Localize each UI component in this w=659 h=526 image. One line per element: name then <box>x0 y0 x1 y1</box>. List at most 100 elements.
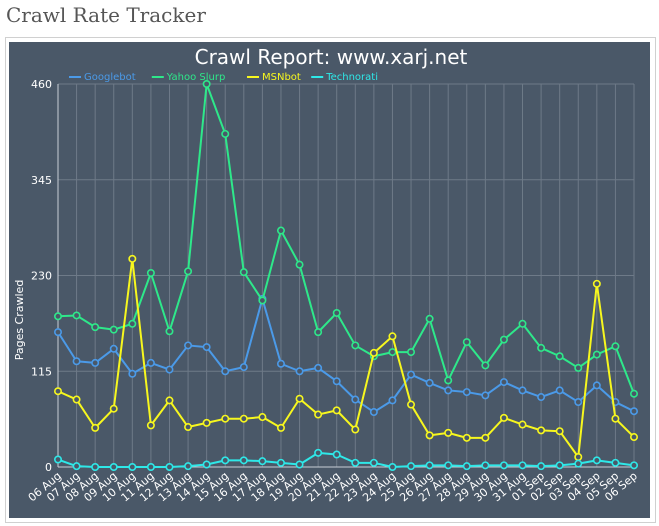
data-point-yahoo-slurp <box>146 269 155 278</box>
data-point-googlebot <box>499 378 508 387</box>
data-point-technorati <box>537 462 546 471</box>
data-point-technorati <box>425 461 434 470</box>
data-point-technorati <box>388 462 397 471</box>
data-point-technorati <box>574 459 583 468</box>
data-point-yahoo-slurp <box>91 323 100 332</box>
data-point-msnbot <box>462 433 471 442</box>
data-point-googlebot <box>239 363 248 372</box>
data-point-yahoo-slurp <box>276 226 285 235</box>
data-point-googlebot <box>462 388 471 397</box>
legend-label-technorati: Technorati <box>325 72 378 83</box>
chart-title: Crawl Report: www.xarj.net <box>195 45 468 69</box>
data-point-googlebot <box>388 396 397 405</box>
data-point-technorati <box>295 460 304 469</box>
data-point-technorati <box>276 458 285 467</box>
data-point-yahoo-slurp <box>221 129 230 138</box>
data-point-yahoo-slurp <box>295 260 304 269</box>
data-point-yahoo-slurp <box>351 341 360 350</box>
series-googlebot <box>53 294 638 417</box>
data-point-technorati <box>314 448 323 457</box>
data-point-msnbot <box>537 426 546 435</box>
data-point-yahoo-slurp <box>184 267 193 276</box>
y-tick-label: 115 <box>31 365 52 378</box>
legend: Googlebot Yahoo Slurp MSNbot Technorati <box>69 72 378 83</box>
data-point-msnbot <box>109 404 118 413</box>
data-point-yahoo-slurp <box>462 338 471 347</box>
data-point-technorati <box>91 462 100 471</box>
data-point-yahoo-slurp <box>258 296 267 305</box>
data-point-googlebot <box>369 408 378 417</box>
data-point-googlebot <box>332 377 341 386</box>
data-point-technorati <box>629 461 638 470</box>
data-point-yahoo-slurp <box>109 325 118 334</box>
y-tick-label: 230 <box>31 270 52 283</box>
data-point-technorati <box>499 461 508 470</box>
data-point-yahoo-slurp <box>425 314 434 323</box>
data-point-googlebot <box>72 357 81 366</box>
data-point-technorati <box>72 462 81 471</box>
data-point-msnbot <box>165 396 174 405</box>
data-point-technorati <box>555 461 564 470</box>
data-point-technorati <box>109 462 118 471</box>
data-point-technorati <box>202 460 211 469</box>
series-msnbot <box>53 254 638 462</box>
data-point-technorati <box>369 458 378 467</box>
data-point-googlebot <box>537 393 546 402</box>
data-point-msnbot <box>444 428 453 437</box>
data-point-yahoo-slurp <box>481 361 490 370</box>
data-point-msnbot <box>611 414 620 423</box>
data-point-msnbot <box>592 279 601 288</box>
data-point-googlebot <box>629 407 638 416</box>
data-point-msnbot <box>332 406 341 415</box>
data-point-msnbot <box>388 332 397 341</box>
data-point-msnbot <box>91 423 100 432</box>
data-point-msnbot <box>481 433 490 442</box>
data-point-technorati <box>184 462 193 471</box>
data-point-yahoo-slurp <box>53 312 62 321</box>
data-point-msnbot <box>499 413 508 422</box>
data-point-technorati <box>146 462 155 471</box>
data-point-msnbot <box>184 423 193 432</box>
data-point-msnbot <box>518 420 527 429</box>
data-point-yahoo-slurp <box>611 342 620 351</box>
data-point-yahoo-slurp <box>499 335 508 344</box>
data-point-msnbot <box>369 348 378 357</box>
data-point-yahoo-slurp <box>629 389 638 398</box>
data-point-msnbot <box>72 395 81 404</box>
data-point-technorati <box>444 461 453 470</box>
data-point-googlebot <box>184 341 193 350</box>
data-point-googlebot <box>109 344 118 353</box>
data-point-googlebot <box>555 386 564 395</box>
series-line-yahoo-slurp <box>57 83 635 395</box>
series-layer <box>53 79 638 471</box>
data-point-technorati <box>165 462 174 471</box>
data-point-technorati <box>518 461 527 470</box>
data-point-msnbot <box>202 418 211 427</box>
data-point-yahoo-slurp <box>388 348 397 357</box>
data-point-yahoo-slurp <box>574 363 583 372</box>
data-point-technorati <box>351 458 360 467</box>
chart-background <box>9 42 650 518</box>
y-axis-label: Pages Crawled <box>13 280 26 361</box>
series-technorati <box>53 448 638 471</box>
data-point-yahoo-slurp <box>518 319 527 328</box>
data-point-technorati <box>592 456 601 465</box>
data-point-technorati <box>462 462 471 471</box>
data-point-technorati <box>128 462 137 471</box>
data-point-msnbot <box>295 394 304 403</box>
data-point-googlebot <box>444 386 453 395</box>
data-point-googlebot <box>53 328 62 337</box>
data-point-technorati <box>53 455 62 464</box>
data-point-msnbot <box>351 425 360 434</box>
data-point-googlebot <box>407 370 416 379</box>
data-point-msnbot <box>629 433 638 442</box>
data-point-yahoo-slurp <box>537 343 546 352</box>
data-point-googlebot <box>128 369 137 378</box>
data-point-technorati <box>407 462 416 471</box>
data-point-yahoo-slurp <box>72 311 81 320</box>
data-point-technorati <box>258 457 267 466</box>
data-point-yahoo-slurp <box>444 376 453 385</box>
data-point-technorati <box>481 461 490 470</box>
data-point-googlebot <box>146 358 155 367</box>
data-point-googlebot <box>518 386 527 395</box>
